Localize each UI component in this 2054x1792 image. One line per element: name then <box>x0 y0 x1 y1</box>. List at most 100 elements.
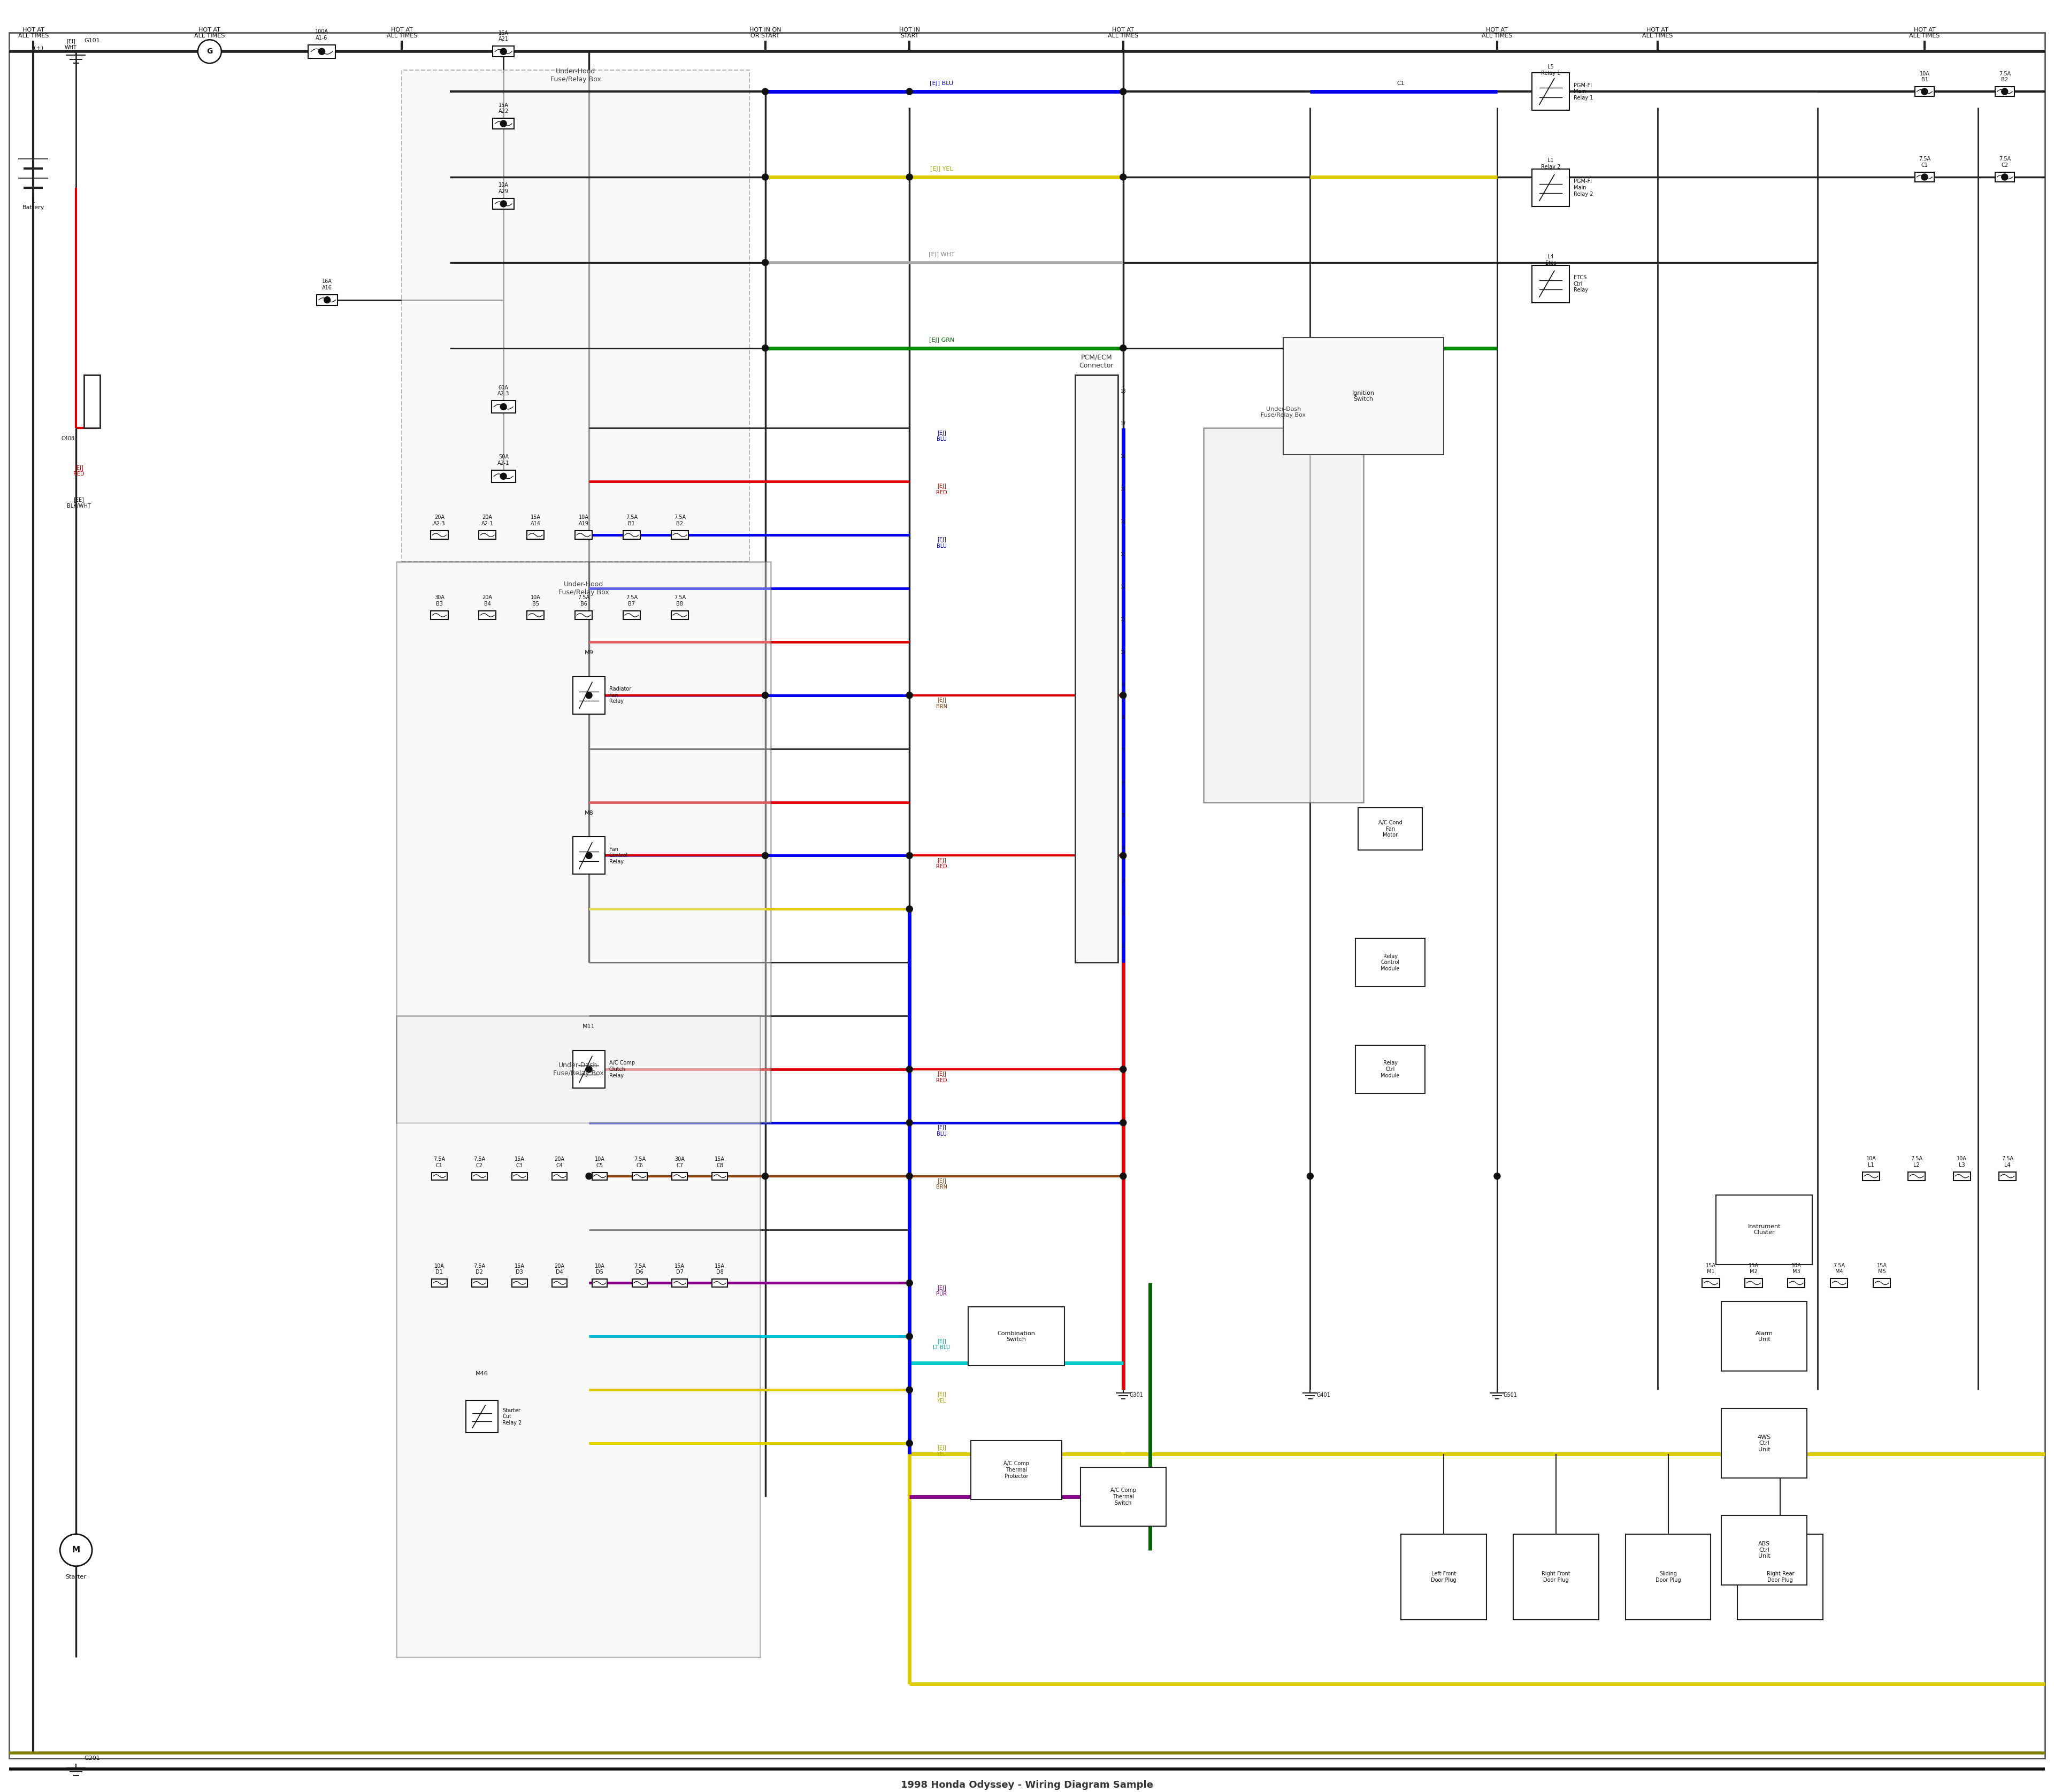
Bar <box>1787 1279 1805 1287</box>
Bar <box>1625 1534 1711 1620</box>
Text: [EE]
BLK/WHT: [EE] BLK/WHT <box>66 496 90 509</box>
Bar <box>493 199 514 210</box>
Text: [EJ]
BLU: [EJ] BLU <box>937 538 947 548</box>
Text: 7.5A
C2: 7.5A C2 <box>474 1156 485 1168</box>
Text: 15A
D3: 15A D3 <box>514 1263 524 1274</box>
Circle shape <box>501 403 507 410</box>
Text: 15A
A14: 15A A14 <box>530 514 540 527</box>
Text: 15A
D7: 15A D7 <box>674 1263 684 1274</box>
Text: 10A
B5: 10A B5 <box>530 595 540 606</box>
Text: 20A
C4: 20A C4 <box>555 1156 565 1168</box>
Text: 7: 7 <box>1121 747 1126 753</box>
Text: HOT AT
ALL TIMES: HOT AT ALL TIMES <box>1908 27 1939 39</box>
Bar <box>1999 1172 2015 1181</box>
Text: 20A
D4: 20A D4 <box>555 1263 565 1274</box>
Circle shape <box>906 88 912 95</box>
Text: 60A
A2-3: 60A A2-3 <box>497 385 509 396</box>
Bar <box>622 530 641 539</box>
Bar <box>431 530 448 539</box>
Text: 20A
A2-1: 20A A2-1 <box>481 514 493 527</box>
Text: Under-Hood
Fuse/Relay Box: Under-Hood Fuse/Relay Box <box>550 68 602 82</box>
Bar <box>622 611 641 620</box>
Bar <box>1532 168 1569 206</box>
Bar <box>1721 1516 1808 1584</box>
Bar <box>967 1306 1064 1366</box>
Text: Combination
Switch: Combination Switch <box>998 1331 1035 1342</box>
Text: HOT AT
ALL TIMES: HOT AT ALL TIMES <box>1641 27 1672 39</box>
Text: 10A
M3: 10A M3 <box>1791 1263 1801 1274</box>
Bar <box>553 1172 567 1179</box>
Circle shape <box>906 853 912 858</box>
Text: 7.5A
B8: 7.5A B8 <box>674 595 686 606</box>
Text: 7.5A
B2: 7.5A B2 <box>674 514 686 527</box>
Text: Relay
Control
Module: Relay Control Module <box>1380 953 1399 971</box>
Circle shape <box>762 853 768 858</box>
Circle shape <box>1119 692 1126 699</box>
Text: [EJ] YEL: [EJ] YEL <box>930 167 953 172</box>
Bar <box>479 530 497 539</box>
Circle shape <box>1920 88 1929 95</box>
Text: 10: 10 <box>1119 650 1126 654</box>
Bar <box>472 1279 487 1287</box>
Bar <box>672 1279 688 1287</box>
Circle shape <box>1119 1120 1126 1125</box>
Text: 15A
M1: 15A M1 <box>1705 1263 1715 1274</box>
Text: 1998 Honda Odyssey - Wiring Diagram Sample: 1998 Honda Odyssey - Wiring Diagram Samp… <box>902 1781 1152 1790</box>
Text: 7.5A
C6: 7.5A C6 <box>635 1156 645 1168</box>
Text: 1: 1 <box>1121 944 1126 948</box>
Text: [EJ]
RED: [EJ] RED <box>937 1072 947 1082</box>
Text: 20A
A2-3: 20A A2-3 <box>433 514 446 527</box>
Bar <box>672 611 688 620</box>
Circle shape <box>906 1279 912 1287</box>
Text: 7.5A
L2: 7.5A L2 <box>1910 1156 1923 1168</box>
Text: 7.5A
B6: 7.5A B6 <box>577 595 589 606</box>
Bar <box>84 375 101 428</box>
Bar <box>1994 172 2015 181</box>
Bar <box>713 1172 727 1179</box>
Text: 7.5A
C2: 7.5A C2 <box>1999 156 2011 168</box>
Text: G401: G401 <box>1317 1392 1331 1398</box>
Text: [EJ] WHT: [EJ] WHT <box>928 253 955 258</box>
Text: [EJ]
BLU: [EJ] BLU <box>937 430 947 443</box>
Circle shape <box>585 1174 592 1179</box>
Text: 50A
A2-1: 50A A2-1 <box>497 455 509 466</box>
Circle shape <box>1493 1174 1499 1179</box>
Text: Right Front
Door Plug: Right Front Door Plug <box>1543 1572 1569 1582</box>
Circle shape <box>585 853 592 858</box>
Text: HOT AT
ALL TIMES: HOT AT ALL TIMES <box>195 27 226 39</box>
Bar <box>633 1172 647 1179</box>
Bar <box>1721 1301 1808 1371</box>
Bar <box>1514 1534 1598 1620</box>
Circle shape <box>60 1534 92 1566</box>
Text: Under-Dash
Fuse/Relay Box: Under-Dash Fuse/Relay Box <box>1261 407 1306 418</box>
Bar <box>511 1172 528 1179</box>
Text: M: M <box>72 1546 80 1554</box>
Bar <box>573 1050 606 1088</box>
Bar <box>1914 172 1935 181</box>
Circle shape <box>325 297 331 303</box>
Text: 5: 5 <box>1121 814 1126 817</box>
Text: 10A
D5: 10A D5 <box>594 1263 604 1274</box>
Bar <box>1074 375 1117 962</box>
Text: A/C Comp
Thermal
Switch: A/C Comp Thermal Switch <box>1111 1487 1136 1505</box>
Bar <box>479 611 497 620</box>
Text: 1
Battery: 1 Battery <box>23 199 45 210</box>
Bar <box>1914 86 1935 97</box>
Text: L4
Etcs: L4 Etcs <box>1545 254 1557 265</box>
Text: [EJ]
RED: [EJ] RED <box>937 484 947 495</box>
Circle shape <box>762 344 768 351</box>
Bar <box>1863 1172 1879 1181</box>
Text: M8: M8 <box>585 810 594 815</box>
Bar <box>493 47 514 57</box>
Text: Fan
Control
Relay: Fan Control Relay <box>610 846 629 864</box>
Text: [EJ]
BRN: [EJ] BRN <box>937 1179 947 1190</box>
Text: [EJ] GRN: [EJ] GRN <box>928 337 955 342</box>
Circle shape <box>762 88 768 95</box>
Circle shape <box>906 1333 912 1340</box>
Circle shape <box>906 1174 912 1179</box>
Text: 11: 11 <box>1119 616 1126 622</box>
Circle shape <box>762 1174 768 1179</box>
Bar <box>553 1279 567 1287</box>
Bar <box>1953 1172 1970 1181</box>
Bar <box>1080 1468 1167 1527</box>
